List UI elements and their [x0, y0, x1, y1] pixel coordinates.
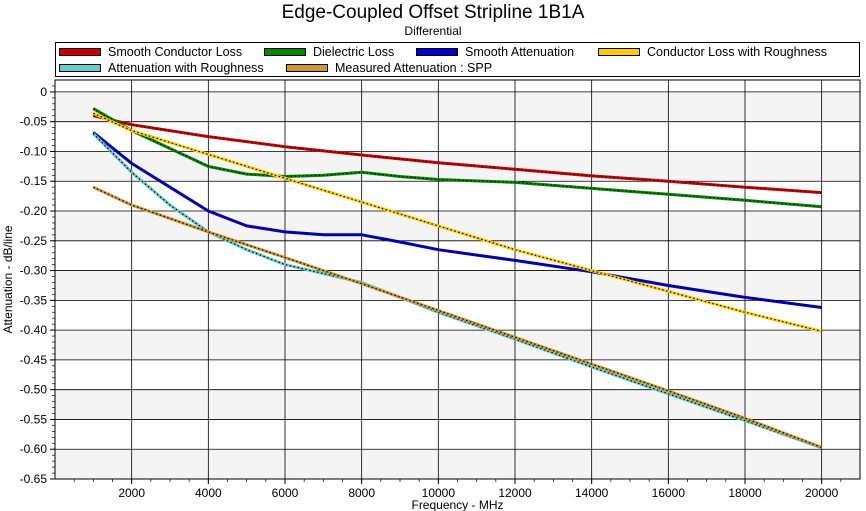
- x-tick-label: 10000: [422, 486, 456, 500]
- plot-band: [55, 211, 860, 241]
- chart-title: Edge-Coupled Offset Stripline 1B1A: [281, 2, 585, 23]
- plot-band: [55, 151, 860, 182]
- plot-band: [55, 330, 860, 360]
- legend-swatch: [264, 48, 306, 56]
- y-tick-label: -0.55: [20, 412, 48, 426]
- legend-label: Measured Attenuation : SPP: [335, 61, 493, 75]
- plot-band: [55, 91, 860, 122]
- legend-swatch: [59, 64, 101, 72]
- series-markers-dielectric-loss: [93, 108, 822, 208]
- x-tick-label: 2000: [118, 486, 145, 500]
- legend-label: Dielectric Loss: [313, 45, 395, 59]
- legend-swatch: [286, 64, 328, 72]
- y-tick-label: -0.65: [20, 472, 48, 486]
- series-markers-measured-attenuation-spp: [93, 186, 822, 448]
- x-tick-label: 18000: [728, 486, 762, 500]
- y-tick-label: -0.05: [20, 115, 48, 129]
- x-tick-label: 12000: [498, 486, 532, 500]
- series-markers-smooth-conductor-loss: [93, 115, 822, 194]
- legend-label: Attenuation with Roughness: [108, 61, 264, 75]
- y-tick-label: -0.25: [20, 234, 48, 248]
- x-axis: 2000 4000 6000 8000 10000 12000 14000 16000 1800…: [73, 479, 842, 500]
- x-tick-label: 16000: [652, 486, 686, 500]
- legend-swatch: [59, 48, 101, 56]
- series-layer: [92, 107, 823, 450]
- legend-swatch: [416, 48, 458, 56]
- legend-label: Smooth Conductor Loss: [108, 45, 243, 59]
- chart-subtitle: Differential: [404, 24, 462, 38]
- x-tick-label: 20000: [805, 486, 839, 500]
- y-tick-label: -0.30: [20, 264, 48, 278]
- legend-swatch: [598, 48, 640, 56]
- y-tick-label: -0.50: [20, 383, 48, 397]
- y-tick-label: -0.40: [20, 323, 48, 337]
- plot-bands: [55, 91, 860, 479]
- y-axis: 0 -0.05 -0.10 -0.15 -0.20 -0.25 -0.30 -0.35 -0.4…: [20, 85, 55, 486]
- y-tick-label: -0.45: [20, 353, 48, 367]
- y-tick-label: 0: [40, 85, 47, 99]
- y-tick-label: -0.10: [20, 144, 48, 158]
- x-tick-label: 8000: [348, 486, 375, 500]
- x-tick-label: 14000: [575, 486, 609, 500]
- plot-grid: [55, 80, 860, 480]
- legend: Smooth Conductor Loss Dielectric Loss Sm…: [55, 42, 860, 77]
- series-markers-attenuation-with-roughness: [92, 133, 822, 449]
- y-tick-label: -0.20: [20, 204, 48, 218]
- legend-label: Smooth Attenuation: [465, 45, 575, 59]
- x-axis-label: Frequency - MHz: [411, 498, 503, 511]
- plot-band: [55, 449, 860, 479]
- y-tick-label: -0.60: [20, 442, 48, 456]
- y-tick-label: -0.15: [20, 174, 48, 188]
- y-axis-label: Attenuation - dB/line: [1, 225, 15, 333]
- series-markers-conductor-loss-with-roughness: [93, 112, 822, 332]
- y-tick-label: -0.35: [20, 293, 48, 307]
- series-markers-smooth-attenuation: [92, 131, 822, 309]
- legend-label: Conductor Loss with Roughness: [647, 45, 827, 59]
- x-tick-label: 6000: [272, 486, 299, 500]
- x-tick-label: 4000: [195, 486, 222, 500]
